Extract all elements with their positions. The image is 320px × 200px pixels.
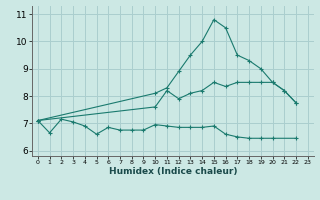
X-axis label: Humidex (Indice chaleur): Humidex (Indice chaleur) (108, 167, 237, 176)
